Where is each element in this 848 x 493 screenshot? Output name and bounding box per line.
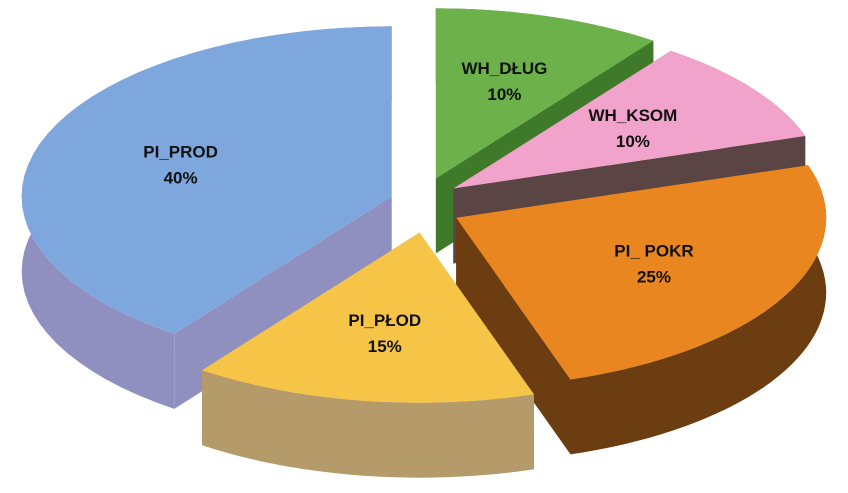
slice: PI_PŁOD 15% [202, 232, 534, 478]
slice-value-label: 25% [637, 268, 671, 287]
slice-top [453, 51, 806, 189]
slice-top [21, 26, 392, 334]
slice-wall [456, 217, 571, 455]
slice-side [570, 165, 827, 455]
slice-value-label: 10% [487, 85, 521, 104]
slice-label: WH_KSOM [589, 106, 678, 125]
slice-side [202, 370, 534, 478]
slice-label: PI_PŁOD [348, 311, 421, 330]
slice-label: PI_PROD [143, 142, 218, 161]
slice: PI_ POKR 25% [456, 165, 827, 455]
slice-value-label: 40% [164, 168, 198, 187]
slice-top [456, 165, 827, 380]
slice-top [435, 8, 654, 179]
slice-value-label: 10% [616, 132, 650, 151]
slice-label: PI_ POKR [614, 242, 693, 261]
slice: PI_PROD 40% [21, 26, 392, 409]
slice-top [202, 232, 534, 403]
slice-value-label: 15% [368, 337, 402, 356]
slice-label: WH_DŁUG [461, 59, 547, 78]
